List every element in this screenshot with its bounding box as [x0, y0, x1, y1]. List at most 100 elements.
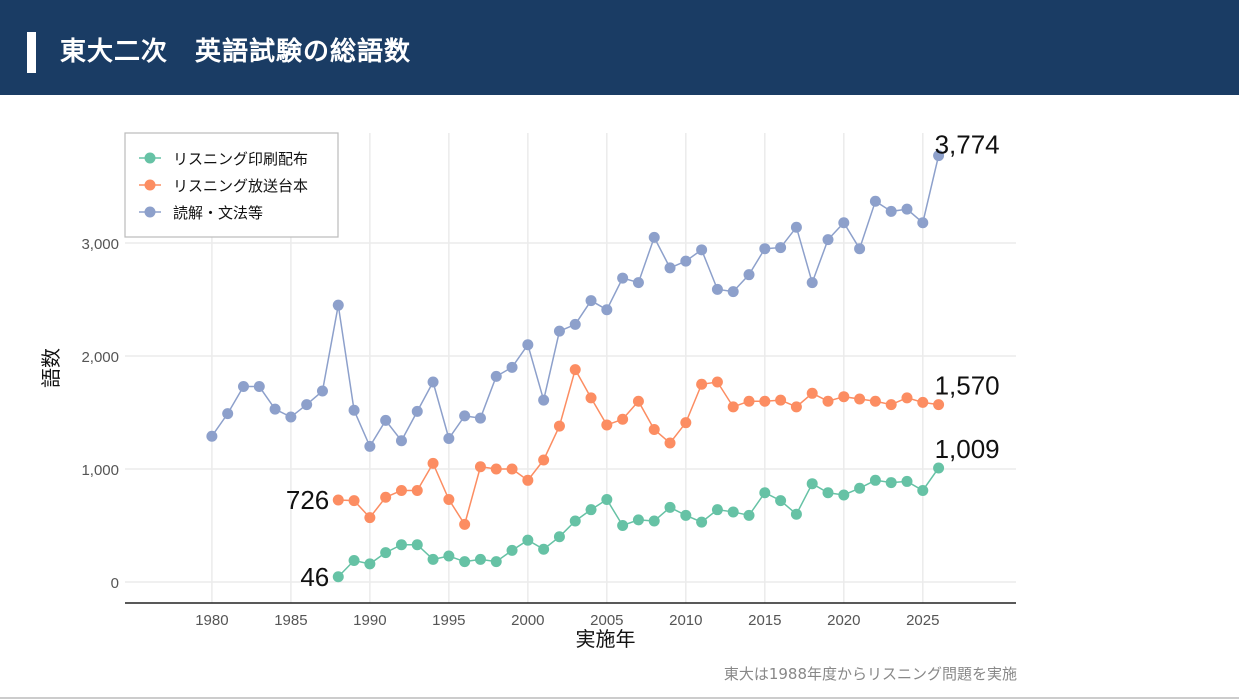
last-value-label: 1,009 — [935, 434, 1000, 464]
data-point — [854, 393, 866, 405]
data-point — [664, 501, 676, 513]
y-tick-label: 0 — [111, 575, 119, 592]
data-point — [869, 395, 881, 407]
data-point — [759, 395, 771, 407]
data-point — [822, 395, 834, 407]
data-point — [648, 231, 660, 243]
x-tick-label: 1990 — [353, 612, 386, 629]
data-point — [506, 463, 518, 475]
legend-marker — [144, 152, 156, 164]
data-point — [885, 477, 897, 489]
data-point — [632, 277, 644, 289]
data-point — [632, 514, 644, 526]
data-point — [427, 457, 439, 469]
data-point — [332, 571, 344, 583]
data-point — [348, 404, 360, 416]
data-point — [790, 508, 802, 520]
x-tick-label: 1995 — [432, 612, 465, 629]
data-point — [474, 553, 486, 565]
data-point — [917, 217, 929, 229]
title-bar: 東大二次 英語試験の総語数 — [0, 0, 1239, 95]
data-point — [553, 325, 565, 337]
data-point — [648, 515, 660, 527]
data-point — [727, 401, 739, 413]
data-point — [490, 556, 502, 568]
data-point — [759, 487, 771, 499]
data-point — [585, 392, 597, 404]
data-point — [316, 385, 328, 397]
data-point — [459, 518, 471, 530]
data-point — [664, 437, 676, 449]
data-point — [901, 203, 913, 215]
data-point — [838, 489, 850, 501]
data-point — [237, 381, 249, 393]
data-point — [711, 283, 723, 295]
data-point — [411, 539, 423, 551]
data-point — [648, 423, 660, 435]
data-point — [269, 403, 281, 415]
data-point — [301, 399, 313, 411]
legend-marker — [144, 206, 156, 218]
data-point — [380, 547, 392, 559]
bottom-divider — [0, 697, 1239, 699]
data-point — [933, 399, 945, 411]
data-point — [506, 544, 518, 556]
data-point — [933, 150, 945, 162]
data-point — [664, 262, 676, 274]
data-point — [727, 506, 739, 518]
data-point — [885, 399, 897, 411]
data-point — [538, 394, 550, 406]
x-tick-label: 2010 — [669, 612, 702, 629]
y-tick-label: 2,000 — [81, 349, 119, 366]
data-point — [490, 370, 502, 382]
data-point — [443, 494, 455, 506]
data-point — [538, 454, 550, 466]
legend-marker — [144, 179, 156, 191]
data-point — [348, 495, 360, 507]
data-point — [743, 509, 755, 521]
data-point — [459, 410, 471, 422]
data-point — [917, 484, 929, 496]
data-point — [711, 504, 723, 516]
data-point — [917, 396, 929, 408]
data-point — [253, 381, 265, 393]
data-point — [680, 417, 692, 429]
data-point — [285, 411, 297, 423]
data-point — [443, 550, 455, 562]
data-point — [869, 474, 881, 486]
page-title: 東大二次 英語試験の総語数 — [60, 37, 412, 67]
data-point — [854, 243, 866, 255]
data-point — [696, 378, 708, 390]
data-point — [601, 419, 613, 431]
data-point — [380, 414, 392, 426]
data-point — [490, 463, 502, 475]
data-point — [759, 243, 771, 255]
data-point — [869, 195, 881, 207]
data-point — [727, 286, 739, 298]
x-tick-label: 2020 — [827, 612, 860, 629]
data-point — [364, 512, 376, 524]
x-tick-label: 2025 — [906, 612, 939, 629]
data-point — [411, 405, 423, 417]
data-point — [380, 491, 392, 503]
data-point — [806, 478, 818, 490]
data-point — [885, 205, 897, 217]
data-point — [711, 376, 723, 388]
data-point — [680, 509, 692, 521]
data-point — [806, 277, 818, 289]
data-point — [332, 299, 344, 311]
last-value-label: 1,570 — [935, 371, 1000, 401]
data-point — [901, 392, 913, 404]
data-point — [395, 539, 407, 551]
x-axis-title: 実施年 — [576, 627, 636, 651]
data-point — [506, 361, 518, 373]
data-point — [696, 516, 708, 528]
data-point — [427, 553, 439, 565]
y-tick-label: 1,000 — [81, 462, 119, 479]
data-point — [806, 387, 818, 399]
data-point — [569, 515, 581, 527]
legend-label: リスニング放送台本 — [173, 177, 308, 195]
data-point — [395, 484, 407, 496]
data-point — [427, 376, 439, 388]
